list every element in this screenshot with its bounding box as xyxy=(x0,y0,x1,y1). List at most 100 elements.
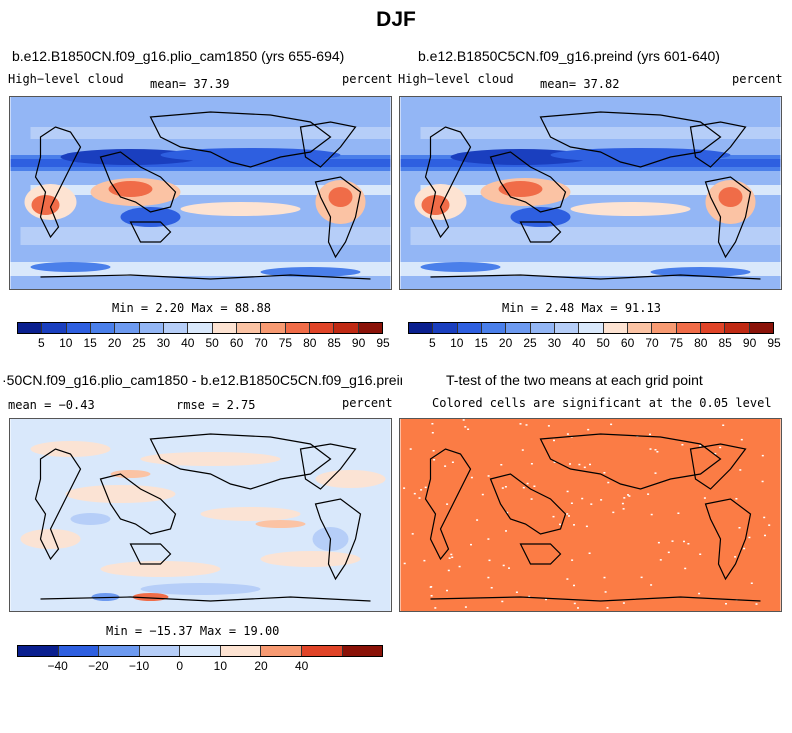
colorbar-tick-label: 85 xyxy=(718,336,732,350)
panel2-colorbar-ticks: 5 10 15 20 25 30 40 50 60 70 75 80 85 90 95 xyxy=(408,334,781,354)
panel3-min-max: Min = −15.37 Max = 19.00 xyxy=(106,624,280,638)
panel1-colorbar-ticks: 5 10 15 20 25 30 40 50 60 70 75 80 85 90 95 xyxy=(17,334,390,354)
panel4-map xyxy=(399,418,782,612)
panel1-mean: mean= 37.39 xyxy=(150,77,230,91)
colorbar-swatch xyxy=(725,323,750,333)
colorbar-tick-label: 10 xyxy=(213,659,228,673)
colorbar-swatch xyxy=(90,323,116,333)
colorbar-tick-label: 10 xyxy=(59,336,73,350)
colorbar-tick-label: 5 xyxy=(429,336,436,350)
colorbar-tick-label: 95 xyxy=(376,336,390,350)
colorbar-tick-label: 70 xyxy=(645,336,659,350)
colorbar-swatch xyxy=(261,646,302,656)
panel3-field xyxy=(10,419,391,611)
colorbar-tick-label: 0 xyxy=(176,659,183,673)
panel3-colorbar: −40 −20 −10 0 10 20 40 xyxy=(17,645,383,679)
colorbar-tick-label: 80 xyxy=(694,336,708,350)
colorbar-tick-label: 90 xyxy=(351,336,366,350)
colorbar-swatch xyxy=(18,323,43,333)
colorbar-tick-label: −10 xyxy=(128,659,150,673)
colorbar-swatch xyxy=(220,646,262,656)
colorbar-tick-label: 25 xyxy=(523,336,537,350)
panel2-colorbar: 5 10 15 20 25 30 40 50 60 70 75 80 85 90 95 xyxy=(408,322,781,356)
colorbar-tick-label: 75 xyxy=(278,336,293,350)
colorbar-tick-label: 30 xyxy=(547,336,562,350)
colorbar-swatch xyxy=(342,646,383,656)
panel3-colorbar-bar xyxy=(17,645,383,657)
colorbar-tick-label: 90 xyxy=(742,336,757,350)
panel2-field xyxy=(400,97,781,289)
colorbar-swatch xyxy=(212,323,237,333)
colorbar-tick-label: 5 xyxy=(38,336,45,350)
colorbar-tick-label: 15 xyxy=(83,336,97,350)
colorbar-swatch xyxy=(42,323,67,333)
colorbar-tick-label: 75 xyxy=(669,336,684,350)
colorbar-swatch xyxy=(676,323,701,333)
colorbar-tick-label: 40 xyxy=(294,659,309,673)
colorbar-swatch xyxy=(334,323,359,333)
panel3-colorbar-ticks: −40 −20 −10 0 10 20 40 xyxy=(17,657,383,677)
colorbar-swatch xyxy=(457,323,482,333)
colorbar-swatch xyxy=(433,323,458,333)
panel2-map xyxy=(399,96,782,290)
panel4-title: T-test of the two means at each grid poi… xyxy=(446,372,703,388)
panel1-units: percent xyxy=(342,72,393,86)
colorbar-tick-label: 80 xyxy=(303,336,317,350)
colorbar-tick-label: 15 xyxy=(474,336,488,350)
panel1-title: b.e12.B1850CN.f09_g16.plio_cam1850 (yrs … xyxy=(12,48,345,64)
colorbar-swatch xyxy=(180,646,221,656)
colorbar-tick-label: 40 xyxy=(181,336,195,350)
colorbar-swatch xyxy=(530,323,555,333)
colorbar-swatch xyxy=(163,323,189,333)
colorbar-swatch xyxy=(301,646,343,656)
panel1-colorbar-bar xyxy=(17,322,383,334)
figure-title: DJF xyxy=(376,8,416,31)
panel2-units: percent xyxy=(732,72,783,86)
colorbar-tick-label: 50 xyxy=(205,336,219,350)
panel3-mean: mean = −0.43 xyxy=(8,398,95,412)
colorbar-swatch xyxy=(481,323,507,333)
colorbar-tick-label: 70 xyxy=(254,336,268,350)
colorbar-swatch xyxy=(603,323,628,333)
colorbar-tick-label: 95 xyxy=(767,336,781,350)
colorbar-tick-label: −40 xyxy=(47,659,68,673)
colorbar-tick-label: 50 xyxy=(596,336,610,350)
colorbar-swatch xyxy=(506,323,531,333)
colorbar-swatch xyxy=(18,646,59,656)
panel4-field xyxy=(400,419,781,611)
panel4-subtitle: Colored cells are significant at the 0.0… xyxy=(432,396,772,410)
panel1-map xyxy=(9,96,392,290)
panel3-map xyxy=(9,418,392,612)
colorbar-tick-label: 40 xyxy=(572,336,586,350)
colorbar-tick-label: −20 xyxy=(88,659,109,673)
panel2-min-max: Min = 2.48 Max = 91.13 xyxy=(502,301,661,315)
colorbar-tick-label: 25 xyxy=(132,336,146,350)
panel1-field xyxy=(10,97,391,289)
colorbar-tick-label: 85 xyxy=(327,336,341,350)
panel1-colorbar: 5 10 15 20 25 30 40 50 60 70 75 80 85 90 95 xyxy=(17,322,390,356)
colorbar-swatch xyxy=(58,646,100,656)
colorbar-tick-label: 60 xyxy=(229,336,244,350)
panel2-mean: mean= 37.82 xyxy=(540,77,620,91)
colorbar-swatch xyxy=(554,323,580,333)
colorbar-tick-label: 20 xyxy=(254,659,268,673)
colorbar-swatch xyxy=(409,323,434,333)
colorbar-swatch xyxy=(236,323,262,333)
panel1-min-max: Min = 2.20 Max = 88.88 xyxy=(112,301,271,315)
colorbar-swatch xyxy=(579,323,604,333)
panel2-variable: High−level cloud xyxy=(398,72,514,86)
colorbar-tick-label: 30 xyxy=(156,336,171,350)
panel1-variable: High−level cloud xyxy=(8,72,124,86)
colorbar-swatch xyxy=(115,323,140,333)
colorbar-swatch xyxy=(66,323,91,333)
colorbar-swatch xyxy=(627,323,653,333)
colorbar-swatch xyxy=(139,646,181,656)
colorbar-swatch xyxy=(139,323,164,333)
colorbar-swatch xyxy=(700,323,726,333)
colorbar-swatch xyxy=(261,323,286,333)
colorbar-swatch xyxy=(188,323,213,333)
colorbar-tick-label: 20 xyxy=(498,336,513,350)
panel3-title: ·50CN.f09_g16.plio_cam1850 - b.e12.B1850… xyxy=(2,372,402,388)
colorbar-tick-label: 20 xyxy=(107,336,122,350)
panel2-colorbar-bar xyxy=(408,322,774,334)
